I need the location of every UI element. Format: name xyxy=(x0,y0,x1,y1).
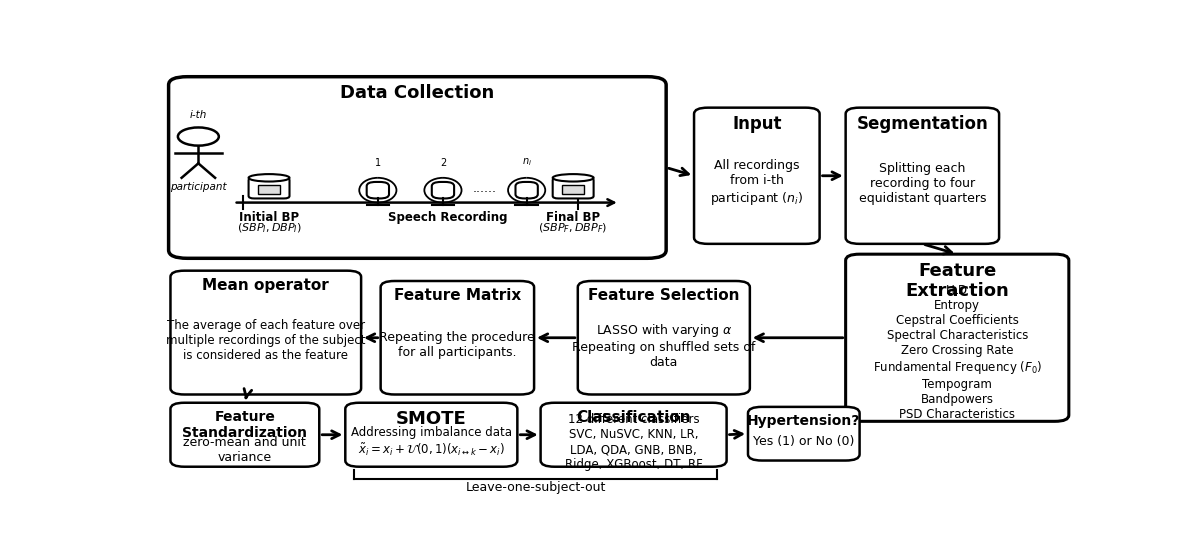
FancyBboxPatch shape xyxy=(258,185,281,193)
Text: participant: participant xyxy=(170,182,227,192)
FancyBboxPatch shape xyxy=(694,108,820,244)
Text: Feature
Extraction: Feature Extraction xyxy=(905,262,1009,300)
Text: Classification: Classification xyxy=(576,410,691,425)
Text: Final BP: Final BP xyxy=(546,211,600,224)
Text: LLD
Entropy
Cepstral Coefficients
Spectral Characteristics
Zero Crossing Rate
Fu: LLD Entropy Cepstral Coefficients Spectr… xyxy=(872,284,1042,421)
FancyBboxPatch shape xyxy=(170,403,319,467)
FancyBboxPatch shape xyxy=(170,271,361,394)
Text: SMOTE: SMOTE xyxy=(396,410,467,428)
Text: Feature Matrix: Feature Matrix xyxy=(394,288,521,303)
FancyBboxPatch shape xyxy=(346,403,517,467)
Text: Input: Input xyxy=(732,115,781,133)
Text: LASSO with varying $\alpha$
Repeating on shuffled sets of
data: LASSO with varying $\alpha$ Repeating on… xyxy=(572,322,756,369)
Text: Feature Selection: Feature Selection xyxy=(588,288,739,303)
Text: 2: 2 xyxy=(440,158,446,167)
FancyBboxPatch shape xyxy=(248,178,289,198)
Text: 1: 1 xyxy=(374,158,380,167)
Text: Yes (1) or No (0): Yes (1) or No (0) xyxy=(754,435,854,448)
Text: Feature
Standardization: Feature Standardization xyxy=(182,410,307,441)
Text: Splitting each
recording to four
equidistant quarters: Splitting each recording to four equidis… xyxy=(859,162,986,205)
FancyBboxPatch shape xyxy=(540,403,727,467)
FancyBboxPatch shape xyxy=(367,182,389,198)
Text: Segmentation: Segmentation xyxy=(857,115,989,133)
Text: Mean operator: Mean operator xyxy=(203,278,329,293)
Text: All recordings
from i-th
participant ($n_i$): All recordings from i-th participant ($n… xyxy=(710,160,804,207)
FancyBboxPatch shape xyxy=(553,178,594,198)
Text: i-th: i-th xyxy=(190,110,208,120)
FancyBboxPatch shape xyxy=(432,182,454,198)
FancyBboxPatch shape xyxy=(516,182,538,198)
Text: $n_i$: $n_i$ xyxy=(522,155,532,167)
Text: Speech Recording: Speech Recording xyxy=(388,211,508,224)
Ellipse shape xyxy=(553,174,594,182)
FancyBboxPatch shape xyxy=(748,407,859,460)
FancyBboxPatch shape xyxy=(578,281,750,394)
Text: Hypertension?: Hypertension? xyxy=(748,414,860,428)
FancyBboxPatch shape xyxy=(380,281,534,394)
Text: Initial BP: Initial BP xyxy=(239,211,299,224)
FancyBboxPatch shape xyxy=(562,185,584,193)
Text: The average of each feature over
multiple recordings of the subject
is considere: The average of each feature over multipl… xyxy=(166,318,366,361)
Text: zero-mean and unit
variance: zero-mean and unit variance xyxy=(184,436,306,464)
Text: Addressing imbalance data
$\tilde{x}_i = x_i + \mathcal{U}(0,1)(x_{i\leftrightar: Addressing imbalance data $\tilde{x}_i =… xyxy=(350,426,512,458)
FancyBboxPatch shape xyxy=(846,254,1069,421)
Text: 12 different classifiers
SVC, NuSVC, KNN, LR,
LDA, QDA, GNB, BNB,
Ridge, XGBoost: 12 different classifiers SVC, NuSVC, KNN… xyxy=(565,413,702,471)
FancyBboxPatch shape xyxy=(168,77,666,258)
Text: ......: ...... xyxy=(473,182,497,195)
Text: $(SBP_I, DBP_I)$: $(SBP_I, DBP_I)$ xyxy=(236,221,301,235)
Text: Leave-one-subject-out: Leave-one-subject-out xyxy=(466,481,606,494)
Text: $(SBP_F, DBP_F)$: $(SBP_F, DBP_F)$ xyxy=(539,221,608,235)
FancyBboxPatch shape xyxy=(846,108,1000,244)
Text: Data Collection: Data Collection xyxy=(341,84,494,102)
Text: Repeating the procedure
for all participants.: Repeating the procedure for all particip… xyxy=(379,331,535,359)
Ellipse shape xyxy=(248,174,289,182)
